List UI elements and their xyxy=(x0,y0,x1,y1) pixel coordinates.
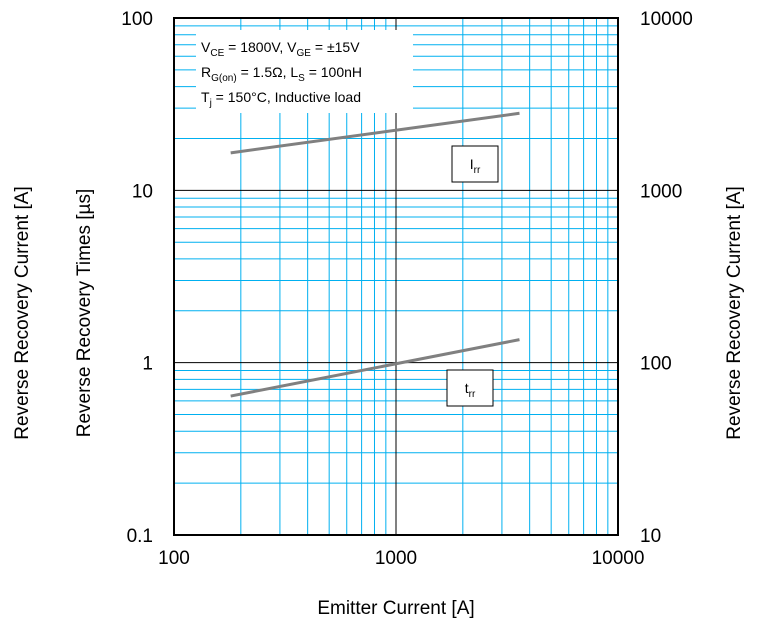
series-labels: Irr trr xyxy=(446,145,499,407)
y-left-tick-label: 1 xyxy=(142,354,153,375)
y-axis-title-right: Reverse Recovery Current [A] xyxy=(724,186,745,439)
y-right-tick-label: 10000 xyxy=(640,9,693,30)
x-axis-title: Emitter Current [A] xyxy=(317,598,474,619)
y-axis-title-left-outer: Reverse Recovery Current [A] xyxy=(12,186,33,439)
series-line-Irr xyxy=(230,111,520,155)
series-label-trr: trr xyxy=(446,369,494,407)
series-label-text: trr xyxy=(465,380,476,400)
y-right-tick-label: 1000 xyxy=(640,181,682,202)
y-left-tick-label: 0.1 xyxy=(127,526,153,547)
series-label-box xyxy=(451,145,499,183)
y-right-tick-label: 10 xyxy=(640,526,661,547)
conditions-box: VCE = 1800V, VGE = ±15V RG(on) = 1.5Ω, LS… xyxy=(196,30,413,113)
y-right-tick-labels: 10 100 1000 10000 xyxy=(640,9,693,547)
y-left-tick-labels: 0.1 1 10 100 xyxy=(121,9,153,547)
y-axis-title-left: Reverse Recovery Times [µs] xyxy=(74,189,95,438)
y-right-tick-label: 100 xyxy=(640,354,672,375)
x-tick-label: 10000 xyxy=(592,548,645,569)
series-line-trr xyxy=(230,338,520,398)
x-tick-label: 1000 xyxy=(375,548,417,569)
y-left-tick-label: 10 xyxy=(132,181,153,202)
x-tick-label: 100 xyxy=(158,548,190,569)
condition-line: Tj = 150°C, Inductive load xyxy=(201,89,361,109)
condition-line: VCE = 1800V, VGE = ±15V xyxy=(201,39,360,59)
plot-frame xyxy=(173,17,619,536)
condition-line: RG(on) = 1.5Ω, LS = 100nH xyxy=(201,64,362,84)
series-label-text: Irr xyxy=(470,156,481,176)
series-label-Irr: Irr xyxy=(451,145,499,183)
conditions-box-bg xyxy=(196,30,413,113)
series-label-box xyxy=(446,369,494,407)
series-layer xyxy=(230,111,520,398)
x-tick-labels: 100 1000 10000 xyxy=(158,548,644,569)
y-left-tick-label: 100 xyxy=(121,9,153,30)
